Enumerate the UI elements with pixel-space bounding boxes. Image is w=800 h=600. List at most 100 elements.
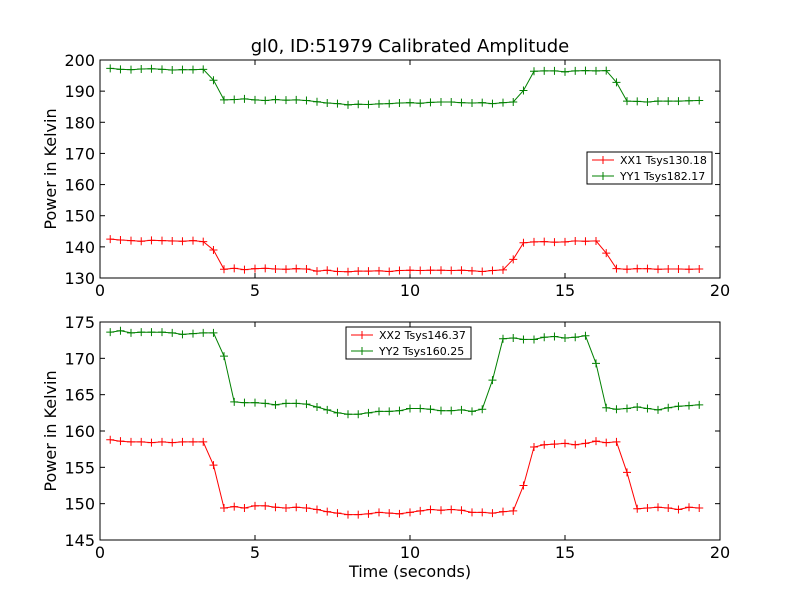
data-point [612,264,621,273]
data-point [519,238,528,247]
bottom-subplot: 0 5 10 15 20 145 150 155 160 165 170 175 Power in Ke… [41,313,730,562]
data-point [147,236,156,245]
data-point [478,508,487,517]
data-point [230,264,239,273]
data-point [550,238,559,247]
data-point [457,266,466,275]
data-point [426,505,435,514]
data-point [540,440,549,449]
data-point [633,97,642,106]
data-point [344,510,352,519]
data-point [106,328,115,337]
data-point [643,404,652,413]
data-point [313,267,321,276]
data-point [664,504,673,513]
data-point [375,407,383,416]
data-point [457,506,466,515]
data-point [354,410,363,419]
data-point [530,67,538,76]
data-point [395,266,404,275]
data-point [612,405,621,414]
series-line-xx1 [110,238,700,273]
data-point [385,99,394,108]
data-point [364,267,373,276]
data-point [488,376,497,385]
data-point [375,266,383,275]
data-point [220,95,228,104]
data-point [220,352,228,361]
data-point [168,236,177,245]
data-point [685,96,693,105]
x-tick-label: 20 [710,281,730,300]
legend-label: XX2 Tsys146.37 [379,329,466,342]
data-point [395,509,404,518]
legend-marker [599,172,607,180]
y-tick-label: 140 [64,238,95,257]
data-point [147,64,156,73]
series-line-yy2 [110,330,700,415]
data-point [302,96,311,105]
data-point [116,326,125,335]
data-point [426,266,435,275]
data-point [509,333,518,342]
data-point [313,403,321,412]
data-point [344,100,352,109]
data-point [695,264,704,273]
data-point [209,328,218,337]
data-point [695,504,704,513]
x-tick-label: 15 [555,543,575,562]
data-point [261,264,270,273]
data-point [561,67,569,76]
data-point [674,264,683,273]
data-point [137,437,146,446]
x-tick-label: 5 [250,543,260,562]
data-point [478,98,487,107]
data-point [519,86,528,95]
legend-box [586,151,713,185]
data-point [323,266,332,275]
data-point [220,504,228,513]
top-subplot: 0 5 10 15 20 130 140 150 160 170 180 190 200 Power in… [41,51,730,300]
data-point [499,265,507,274]
data-point [251,398,259,407]
data-point [416,506,425,515]
data-point [282,399,290,408]
y-axis-label: Power in Kelvin [41,108,60,229]
data-point [643,504,652,513]
data-point [654,503,662,512]
y-tick-label: 130 [64,269,95,288]
data-point [261,96,270,105]
data-point [602,438,611,447]
data-point [623,404,631,413]
data-point [178,330,187,339]
data-point [468,508,476,517]
data-point [385,509,394,518]
data-point [540,333,549,342]
data-point [581,237,590,246]
data-point [230,95,239,104]
data-point [468,266,476,275]
data-point [406,508,414,517]
chart-title: gl0, ID:51979 Calibrated Amplitude [251,36,570,57]
data-point [323,98,332,107]
data-point [333,267,342,276]
data-point [457,405,466,414]
data-point [220,265,228,274]
data-point [189,65,197,74]
data-point [271,264,280,273]
data-point [282,504,290,513]
data-point [437,266,445,275]
data-point [509,98,518,107]
y-tick-label: 150 [64,495,95,514]
data-point [137,237,146,246]
data-point [158,236,166,245]
data-point [530,442,538,451]
data-point [189,236,197,245]
data-point [499,98,507,107]
data-point [240,398,249,407]
data-point [447,406,456,415]
data-point [251,95,259,104]
x-tick-label: 5 [250,281,260,300]
data-point [468,98,476,107]
